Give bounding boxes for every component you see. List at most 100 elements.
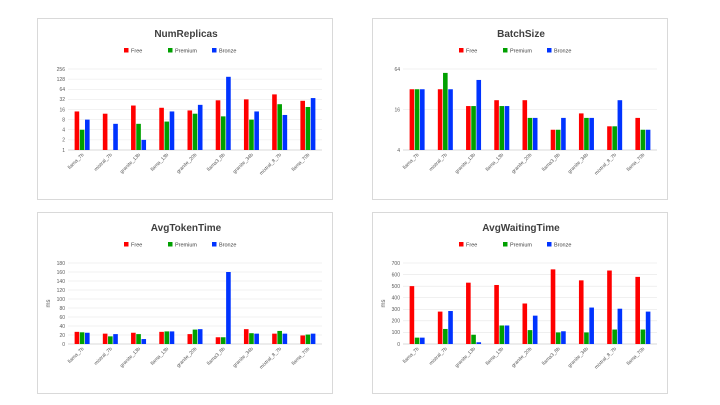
bar-bronze-mixtral_8_7b — [617, 308, 623, 344]
legend-swatch-free — [459, 242, 464, 247]
bar-free-llama3_8b — [215, 337, 221, 344]
bar-free-granite_34b — [243, 329, 249, 344]
bar-premium-granite_34b — [249, 333, 254, 344]
x-tick-label: llama3_8b — [206, 346, 227, 367]
bar-bronze-mistral_7b — [113, 123, 118, 150]
chart-title: BatchSize — [497, 29, 545, 40]
bar-free-granite_34b — [578, 113, 584, 150]
x-tick-label: mixtral_8_7b — [259, 346, 284, 371]
bar-free-granite_34b — [578, 280, 584, 344]
x-tick-label: llama3_8b — [541, 346, 562, 367]
bar-free-granite_13b — [466, 106, 471, 150]
x-tick-label: llama_7b — [402, 152, 421, 171]
bar-bronze-llama_7b — [85, 119, 90, 150]
bar-free-llama3_8b — [550, 269, 556, 344]
bar-bronze-granite_20b — [532, 117, 538, 150]
x-tick-label: granite_34b — [567, 152, 590, 175]
bar-free-mixtral_8_7b — [272, 333, 277, 344]
chart-numreplicas: NumReplicas Free Premium Bronze 1 2 4 8 16 32 64 12… — [57, 29, 322, 177]
bar-premium-llama_70b — [640, 329, 646, 344]
bar-free-mistral_7b — [437, 89, 443, 150]
legend-swatch-free — [124, 242, 129, 247]
y-tick-label: 16 — [59, 107, 65, 113]
y-axis-label: ms — [381, 300, 387, 308]
bar-bronze-llama_70b — [645, 311, 651, 344]
bar-premium-mistral_7b — [443, 328, 448, 344]
chart-avgwaitingtime: AvgWaitingTime Free Premium Bronze 0 100 200 30… — [381, 223, 657, 371]
bar-free-granite_20b — [187, 110, 193, 150]
legend-label-premium: Premium — [510, 49, 532, 55]
legend-label-free: Free — [131, 49, 142, 55]
bar-premium-llama_70b — [640, 129, 646, 150]
x-tick-label: granite_20b — [510, 346, 533, 369]
bar-free-mixtral_8_7b — [272, 94, 277, 150]
bar-bronze-granite_13b — [476, 79, 482, 150]
x-tick-label: granite_20b — [175, 152, 198, 175]
bar-premium-granite_20b — [192, 113, 198, 150]
y-tick-label: 4 — [62, 128, 65, 134]
bar-bronze-llama_13b — [504, 325, 510, 344]
bar-free-mixtral_8_7b — [607, 126, 612, 150]
legend-label-bronze: Bronze — [554, 243, 571, 249]
x-tick-label: llama_13b — [150, 152, 171, 173]
y-tick-label: 0 — [397, 342, 400, 348]
legend-label-bronze: Bronze — [554, 49, 571, 55]
bar-free-granite_34b — [243, 99, 249, 150]
x-tick-label: mixtral_8_7b — [594, 152, 619, 177]
bar-bronze-granite_13b — [141, 339, 147, 344]
bar-bronze-mixtral_8_7b — [282, 114, 288, 150]
bar-bronze-llama_7b — [420, 337, 425, 344]
legend-swatch-bronze — [547, 242, 552, 247]
bar-free-llama3_8b — [215, 100, 221, 150]
y-tick-label: 100 — [392, 330, 401, 336]
bar-premium-llama3_8b — [220, 116, 226, 150]
bar-bronze-granite_34b — [254, 333, 259, 344]
x-tick-label: mistral_7b — [428, 346, 449, 367]
x-tick-label: llama_70b — [291, 152, 312, 173]
bar-premium-llama_13b — [499, 106, 505, 150]
bar-free-granite_20b — [187, 334, 193, 344]
chart-panel-avgtokentime: AvgTokenTime Free Premium Bronze 0 20 40 60 80 10… — [37, 212, 333, 394]
bar-free-mistral_7b — [102, 113, 108, 150]
bar-premium-llama3_8b — [220, 337, 226, 344]
y-tick-label: 4 — [397, 148, 400, 154]
y-tick-label: 600 — [392, 272, 401, 278]
bar-free-llama_7b — [409, 286, 415, 344]
legend-label-premium: Premium — [175, 243, 197, 249]
bar-premium-granite_20b — [527, 117, 533, 150]
bar-premium-granite_20b — [527, 330, 533, 344]
bar-free-llama_70b — [635, 276, 640, 344]
bar-bronze-mistral_7b — [113, 334, 118, 344]
bar-bronze-llama3_8b — [226, 76, 231, 150]
legend-swatch-bronze — [212, 48, 217, 53]
bar-bronze-granite_13b — [141, 139, 147, 150]
y-tick-label: 80 — [59, 306, 65, 312]
bar-premium-granite_20b — [192, 329, 198, 344]
legend-label-free: Free — [466, 243, 477, 249]
x-tick-label: llama_70b — [626, 346, 647, 367]
x-tick-label: granite_34b — [567, 346, 590, 369]
chart-title: NumReplicas — [154, 29, 218, 40]
bar-premium-llama_7b — [414, 337, 420, 344]
bar-bronze-granite_13b — [476, 342, 482, 344]
chart-batchsize: BatchSize Free Premium Bronze 4 16 64 llama_7b m… — [394, 29, 657, 177]
bar-free-llama_70b — [300, 335, 305, 344]
bar-premium-granite_13b — [471, 334, 476, 344]
bar-bronze-llama_7b — [420, 89, 425, 150]
chart-avgtokentime: AvgTokenTime Free Premium Bronze 0 20 40 60 80 10… — [46, 223, 322, 371]
bar-premium-llama_70b — [305, 106, 311, 150]
y-tick-label: 2 — [62, 138, 65, 144]
bar-bronze-mistral_7b — [448, 311, 453, 344]
bar-free-llama_13b — [159, 107, 164, 150]
bar-premium-mistral_7b — [108, 336, 113, 344]
y-tick-label: 128 — [57, 77, 66, 83]
bar-bronze-granite_34b — [589, 307, 594, 344]
bar-bronze-llama_13b — [169, 111, 175, 150]
bar-bronze-mistral_7b — [448, 89, 453, 150]
legend-label-premium: Premium — [510, 243, 532, 249]
bar-bronze-llama_13b — [504, 106, 510, 150]
bar-premium-llama_7b — [79, 332, 85, 344]
chart-panel-avgwaitingtime: AvgWaitingTime Free Premium Bronze 0 100 200 30… — [372, 212, 668, 394]
x-tick-label: llama_7b — [67, 152, 86, 171]
bar-premium-llama3_8b — [555, 332, 561, 344]
